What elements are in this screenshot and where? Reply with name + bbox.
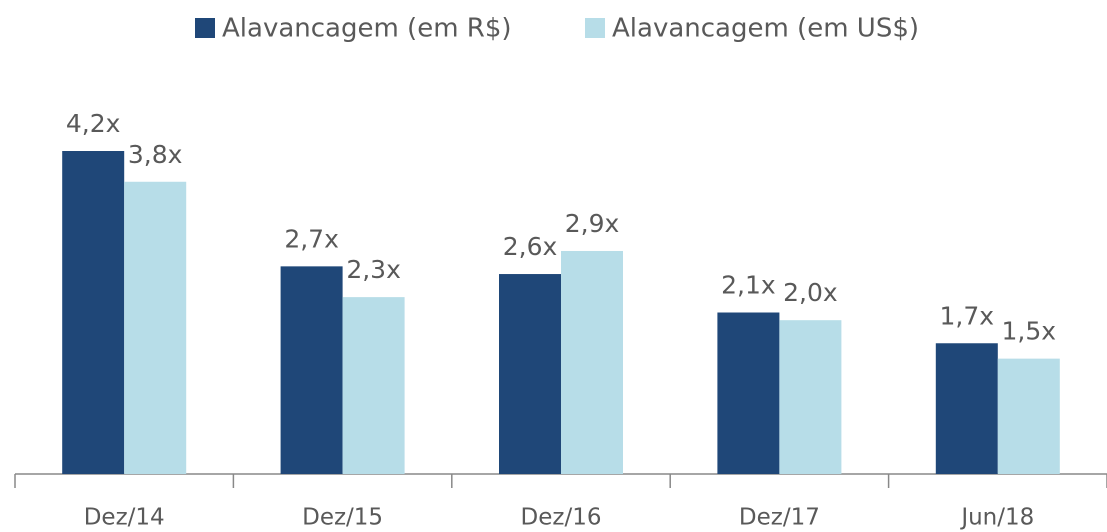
data-label: 2,6x (503, 232, 558, 261)
data-label: 2,7x (284, 224, 339, 253)
bar (997, 358, 1060, 474)
data-label: 3,8x (128, 140, 183, 169)
data-label: 2,9x (565, 209, 620, 238)
data-label: 2,0x (783, 278, 838, 307)
data-label: 4,2x (66, 109, 121, 138)
x-tick-label: Dez/15 (302, 505, 383, 531)
x-tick-label: Jun/18 (959, 505, 1034, 531)
bar (62, 151, 125, 474)
legend-label: Alavancagem (em R$) (222, 14, 512, 44)
bar (280, 266, 343, 474)
bar (779, 320, 842, 474)
bar (124, 181, 187, 474)
x-tick-label: Dez/16 (521, 505, 602, 531)
data-label: 1,7x (940, 301, 995, 330)
x-tick-label: Dez/14 (84, 505, 165, 531)
legend-label: Alavancagem (em US$) (612, 14, 919, 44)
x-tick-label: Dez/17 (739, 505, 820, 531)
data-label: 2,1x (721, 271, 776, 300)
bar (561, 250, 623, 474)
bar (717, 312, 780, 474)
legend-swatch (195, 18, 215, 38)
data-label: 1,5x (1002, 317, 1057, 346)
data-label: 2,3x (346, 255, 401, 284)
bar (342, 297, 405, 474)
legend-swatch (585, 18, 605, 38)
bar (499, 274, 561, 474)
bar (935, 343, 998, 474)
